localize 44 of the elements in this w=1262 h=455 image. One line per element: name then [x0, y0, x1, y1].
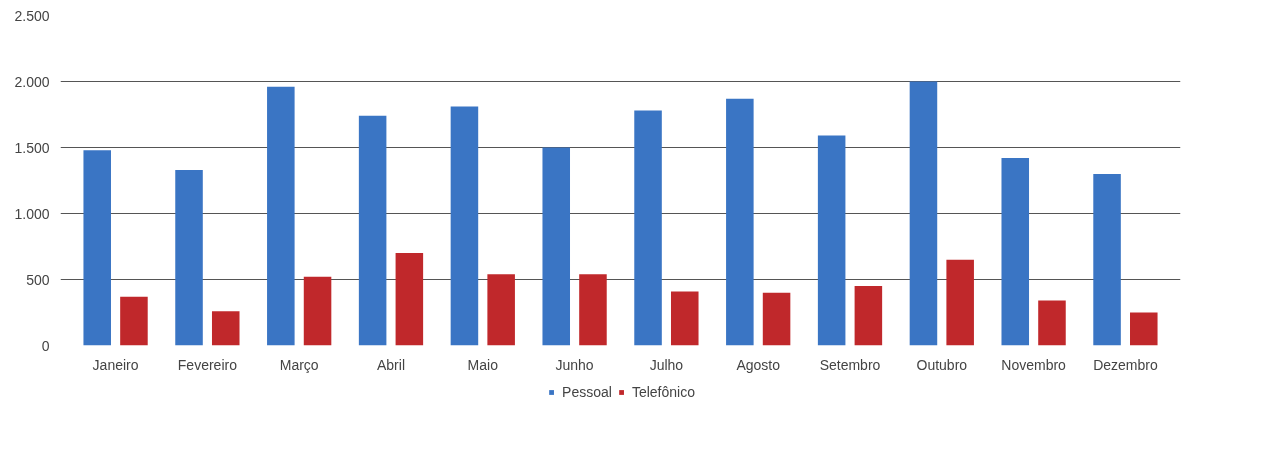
bar [854, 286, 883, 346]
bar [542, 147, 571, 346]
bar [1001, 158, 1030, 346]
x-tick-label: Maio [467, 356, 499, 373]
bar [634, 110, 662, 346]
bar [670, 291, 699, 346]
legend-label: Pessoal [562, 384, 612, 400]
bar [267, 86, 295, 346]
y-tick-label: 0 [41, 337, 50, 354]
bar [358, 115, 387, 346]
bar [1038, 300, 1066, 346]
y-tick-label: 1.000 [14, 205, 50, 222]
x-tick-label: Junho [555, 356, 594, 373]
bar [909, 81, 938, 346]
bar [1130, 312, 1158, 346]
x-tick-label: Dezembro [1093, 356, 1158, 373]
x-tick-label: Março [279, 356, 319, 373]
bar [175, 169, 203, 346]
x-tick-label: Fevereiro [177, 356, 238, 373]
bar [303, 276, 332, 346]
bar [726, 98, 754, 346]
x-tick-label: Julho [649, 356, 684, 373]
bar [1093, 173, 1121, 346]
x-tick-label: Agosto [736, 356, 781, 373]
bar [211, 311, 240, 346]
bar [817, 135, 846, 346]
y-tick-label: 500 [26, 271, 50, 288]
x-tick-label: Abril [376, 356, 405, 373]
y-tick-label: 1.500 [14, 139, 50, 156]
y-tick-label: 2.000 [14, 73, 50, 90]
x-tick-label: Setembro [819, 356, 881, 373]
bar [946, 259, 974, 346]
bar [762, 292, 791, 346]
x-tick-label: Outubro [916, 356, 968, 373]
x-tick-label: Janeiro [92, 356, 139, 373]
bar [120, 296, 148, 346]
bar [395, 253, 424, 346]
bar [450, 106, 479, 346]
x-tick-label: Novembro [1001, 356, 1067, 373]
bar [487, 274, 515, 346]
bar [579, 274, 607, 346]
bar [83, 150, 111, 346]
y-tick-label: 2.500 [14, 7, 50, 24]
legend-label: Telefônico [631, 384, 695, 400]
